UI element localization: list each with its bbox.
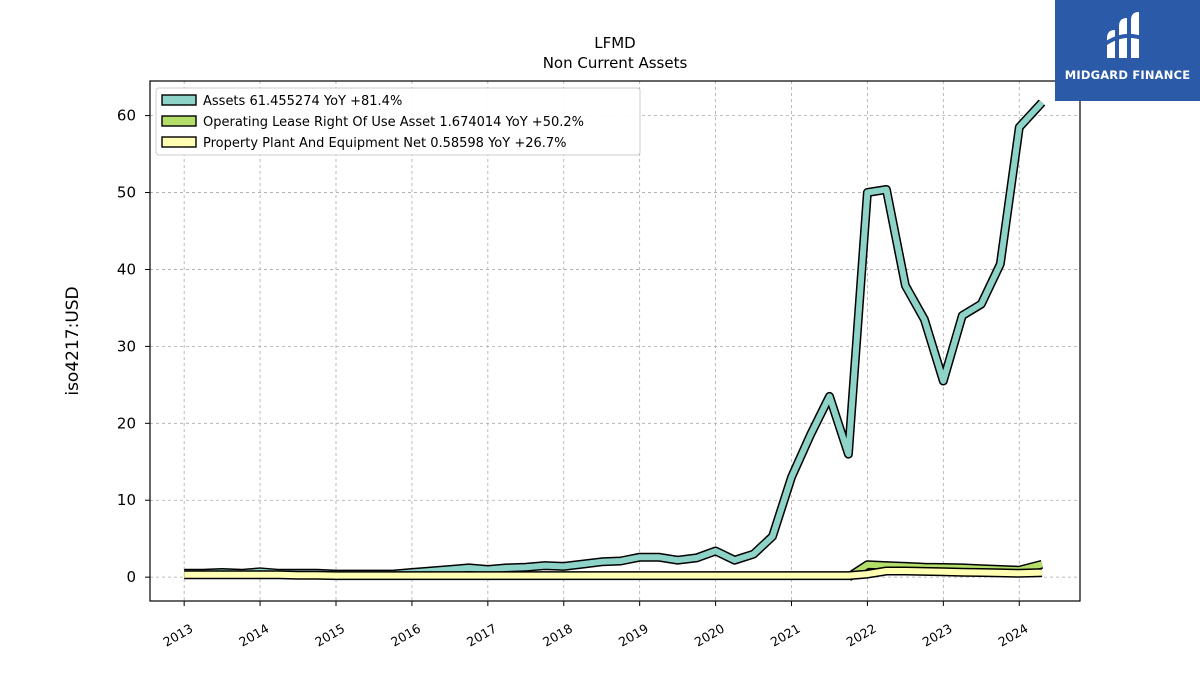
chart-subtitle: Non Current Assets [543, 54, 688, 72]
legend-entry: Property Plant And Equipment Net 0.58598… [203, 136, 567, 151]
y-tick-label: 60 [117, 107, 136, 125]
series-2-line [184, 568, 1043, 579]
x-tick-label: 2020 [692, 621, 727, 650]
x-tick-label: 2017 [464, 621, 499, 650]
x-tick-label: 2013 [160, 621, 195, 650]
logo-text: MIDGARD FINANCE [1064, 68, 1191, 82]
x-tick-label: 2016 [388, 621, 423, 650]
y-tick-label: 30 [117, 337, 136, 355]
legend: Assets 61.455274 YoY +81.4% Operating Lea… [155, 87, 641, 156]
x-tick-label: 2015 [312, 621, 347, 650]
legend-swatch [161, 115, 197, 127]
chart-title: LFMD [594, 34, 635, 52]
series-group [184, 99, 1046, 581]
series-0-outline [184, 99, 1046, 579]
x-tick-label: 2019 [616, 621, 651, 650]
x-tick-label: 2024 [995, 621, 1030, 650]
x-tick-label: 2018 [540, 621, 575, 650]
grid-lines [150, 81, 1080, 601]
series-0-line [184, 100, 1045, 578]
midgard-finance-logo: MIDGARD FINANCE [1055, 0, 1200, 101]
legend-entry: Assets 61.455274 YoY +81.4% [203, 94, 402, 109]
x-tick-label: 2023 [920, 621, 955, 650]
legend-swatch [161, 94, 197, 106]
logo-mark-icon [1103, 12, 1148, 58]
legend-entry: Operating Lease Right Of Use Asset 1.674… [203, 115, 584, 130]
legend-box [155, 87, 641, 156]
y-tick-label: 10 [117, 491, 136, 509]
y-tick-label: 40 [117, 260, 136, 278]
x-tick-label: 2014 [236, 621, 271, 650]
legend-swatch [161, 136, 197, 148]
plot-frame [149, 80, 1081, 602]
y-tick-label: 0 [126, 568, 136, 586]
y-axis-label: iso4217:USD [63, 286, 83, 395]
x-tick-label: 2021 [768, 621, 803, 650]
y-tick-label: 20 [117, 414, 136, 432]
x-tick-label: 2022 [844, 621, 879, 650]
y-tick-label: 50 [117, 184, 136, 202]
